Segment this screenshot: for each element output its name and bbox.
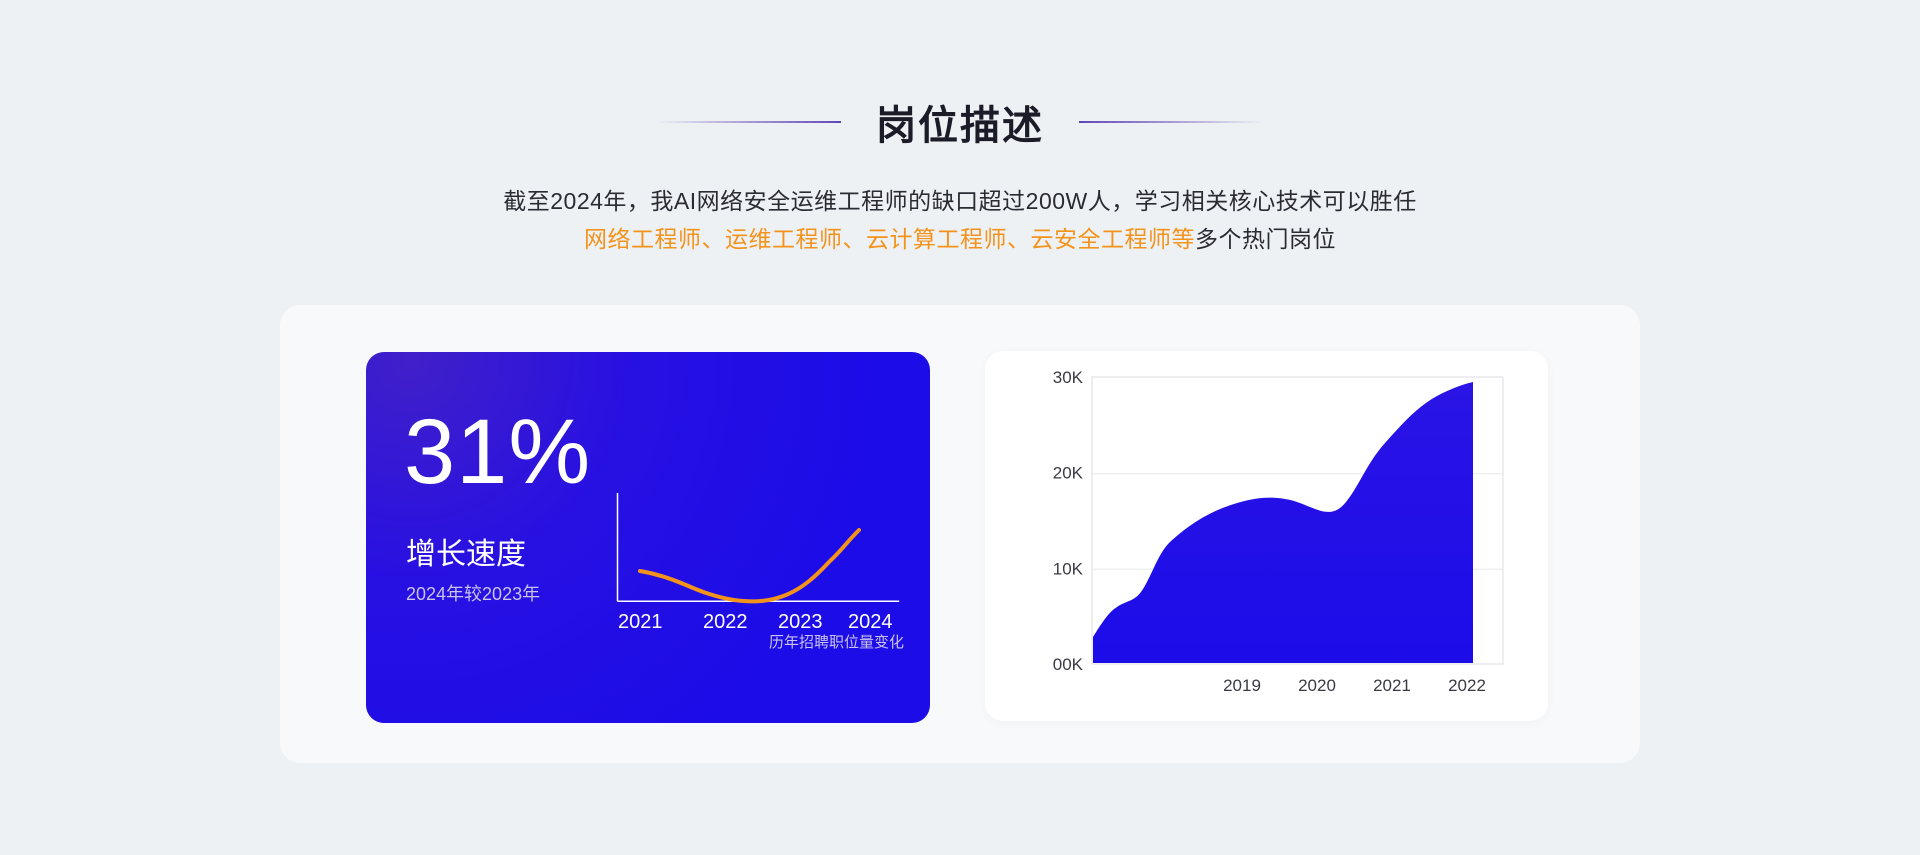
svg-text:10K: 10K bbox=[1053, 559, 1084, 578]
svg-text:2022: 2022 bbox=[703, 611, 748, 633]
svg-text:2023: 2023 bbox=[778, 611, 823, 633]
svg-text:2024: 2024 bbox=[848, 611, 893, 633]
svg-text:2021: 2021 bbox=[618, 611, 663, 633]
svg-text:历年招聘职位量变化: 历年招聘职位量变化 bbox=[769, 634, 904, 651]
svg-text:2020: 2020 bbox=[1298, 676, 1336, 695]
svg-text:20K: 20K bbox=[1053, 464, 1084, 483]
svg-text:2019: 2019 bbox=[1223, 676, 1261, 695]
svg-text:2022: 2022 bbox=[1448, 676, 1486, 695]
svg-text:00K: 00K bbox=[1053, 655, 1084, 674]
svg-text:2021: 2021 bbox=[1373, 676, 1411, 695]
svg-text:30K: 30K bbox=[1053, 368, 1084, 387]
